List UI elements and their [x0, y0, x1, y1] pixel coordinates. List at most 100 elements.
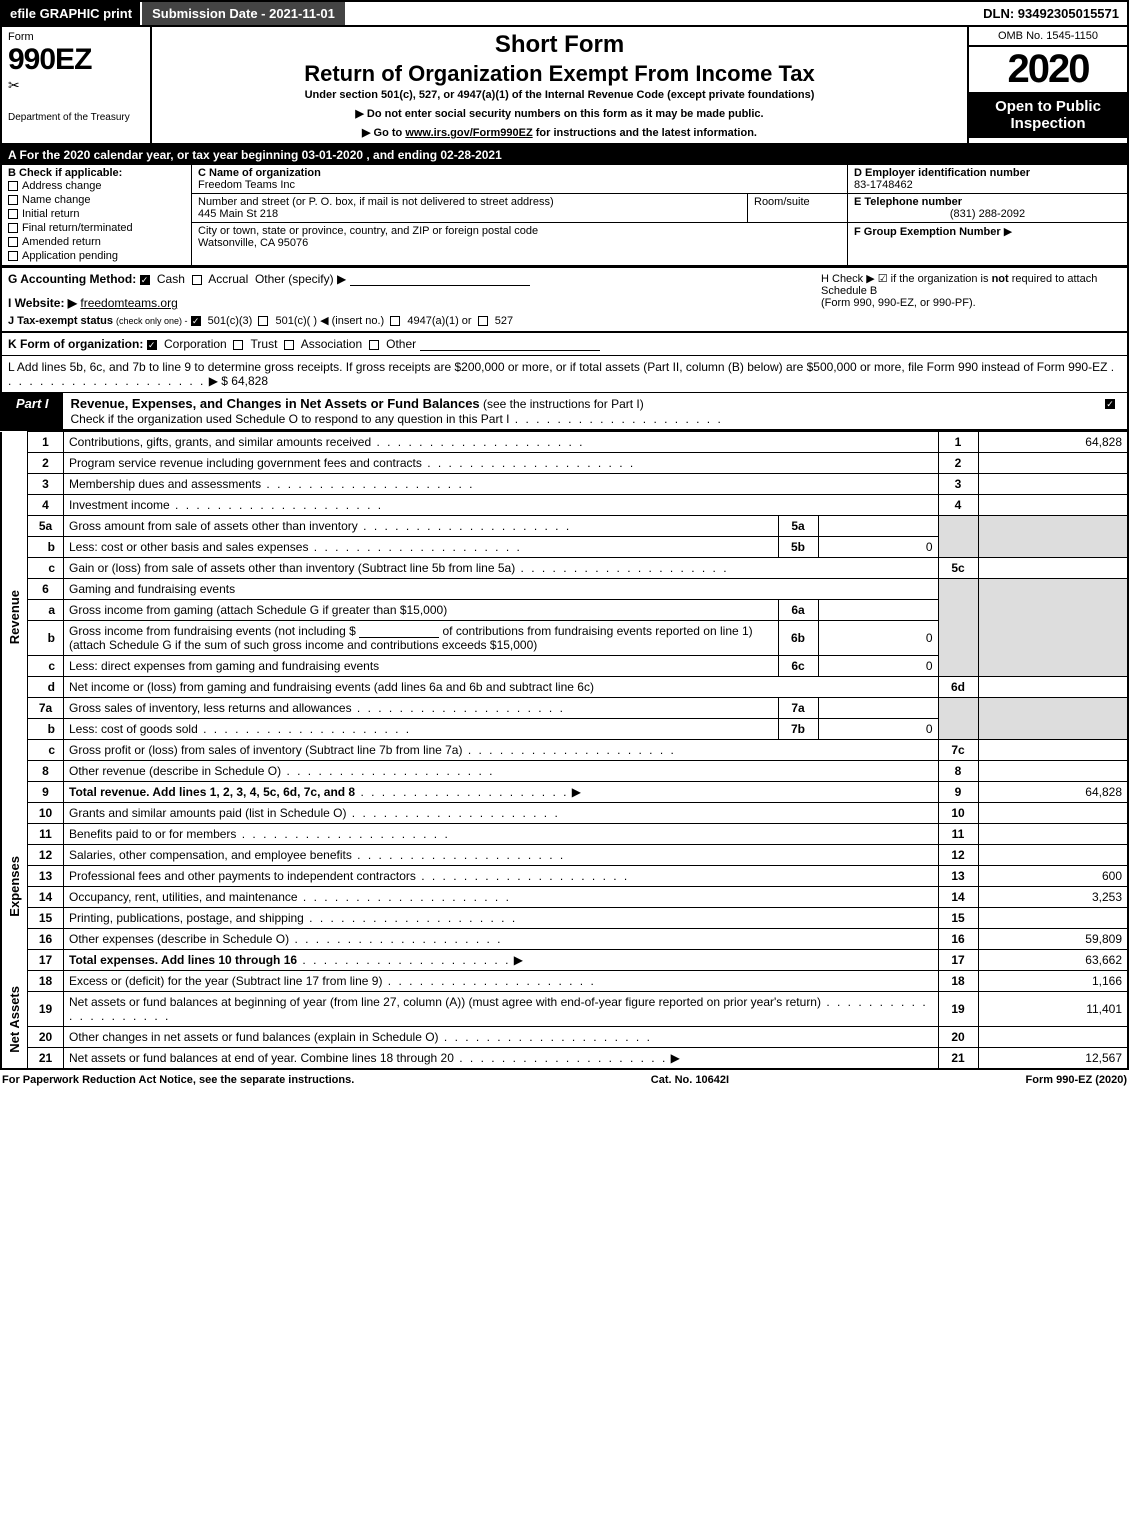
cb-application-pending[interactable]: Application pending: [8, 249, 185, 263]
part1-check-line: Check if the organization used Schedule …: [71, 412, 510, 426]
checkbox-checked-icon[interactable]: ✓: [191, 316, 201, 326]
form-number: 990EZ: [8, 43, 144, 77]
block-g: G Accounting Method: ✓ Cash Accrual Othe…: [8, 272, 821, 327]
part1-tab: Part I: [2, 393, 63, 429]
table-row: 2 Program service revenue including gove…: [1, 453, 1128, 474]
dln: DLN: 93492305015571: [975, 2, 1127, 25]
other-line: [420, 339, 600, 351]
room-cell: Room/suite: [747, 194, 847, 222]
header-right: OMB No. 1545-1150 2020 Open to Public In…: [967, 27, 1127, 143]
street-label: Number and street (or P. O. box, if mail…: [198, 196, 554, 208]
form-subtitle: Under section 501(c), 527, or 4947(a)(1)…: [162, 89, 957, 101]
tax-year: 2020: [969, 47, 1127, 92]
group-label: F Group Exemption Number: [854, 226, 1001, 238]
tax-exempt-label: J Tax-exempt status: [8, 315, 113, 327]
phone-cell: E Telephone number (831) 288-2092: [848, 194, 1127, 223]
checkbox-icon: [8, 195, 18, 205]
block-g-h: G Accounting Method: ✓ Cash Accrual Othe…: [0, 267, 1129, 333]
checkbox-icon[interactable]: [478, 316, 488, 326]
checkbox-checked-icon[interactable]: ✓: [140, 275, 150, 285]
table-row: 4 Investment income 4: [1, 495, 1128, 516]
phone-label: E Telephone number: [854, 196, 962, 208]
instructions-link-line: ▶ Go to www.irs.gov/Form990EZ for instru…: [162, 126, 957, 139]
table-row: Expenses 10 Grants and similar amounts p…: [1, 803, 1128, 824]
city-cell: City or town, state or province, country…: [192, 223, 847, 251]
website-value[interactable]: freedomteams.org: [80, 296, 177, 310]
footer-left: For Paperwork Reduction Act Notice, see …: [2, 1074, 354, 1086]
block-def: D Employer identification number 83-1748…: [847, 165, 1127, 265]
part1-checkbox[interactable]: ✓: [1097, 393, 1127, 429]
table-row: 3 Membership dues and assessments 3: [1, 474, 1128, 495]
footer-center: Cat. No. 10642I: [651, 1074, 729, 1086]
block-b-heading: B Check if applicable:: [8, 167, 185, 179]
table-row: 7a Gross sales of inventory, less return…: [1, 698, 1128, 719]
checkbox-icon: [8, 209, 18, 219]
cb-amended-return[interactable]: Amended return: [8, 235, 185, 249]
expenses-side-label: Expenses: [1, 803, 28, 971]
cb-name-change[interactable]: Name change: [8, 193, 185, 207]
table-row: 9 Total revenue. Add lines 1, 2, 3, 4, 5…: [1, 782, 1128, 803]
table-row: 6 Gaming and fundraising events: [1, 579, 1128, 600]
table-row: 17 Total expenses. Add lines 10 through …: [1, 950, 1128, 971]
block-k-label: K Form of organization:: [8, 337, 143, 351]
org-name-cell: C Name of organization Freedom Teams Inc: [192, 165, 847, 194]
form-header: Form 990EZ ✂ Department of the Treasury …: [0, 27, 1129, 145]
cb-final-return[interactable]: Final return/terminated: [8, 221, 185, 235]
checkbox-checked-icon: ✓: [1105, 399, 1115, 409]
cb-address-change[interactable]: Address change: [8, 179, 185, 193]
cb-initial-return[interactable]: Initial return: [8, 207, 185, 221]
table-row: 8 Other revenue (describe in Schedule O)…: [1, 761, 1128, 782]
street-row: Number and street (or P. O. box, if mail…: [192, 194, 847, 223]
checkbox-checked-icon[interactable]: ✓: [147, 340, 157, 350]
table-row: c Gross profit or (loss) from sales of i…: [1, 740, 1128, 761]
period-text: A For the 2020 calendar year, or tax yea…: [8, 148, 502, 162]
ein-cell: D Employer identification number 83-1748…: [848, 165, 1127, 194]
note2-suffix: for instructions and the latest informat…: [533, 127, 757, 139]
block-l-arrow: ▶ $: [209, 374, 228, 388]
table-row: c Gain or (loss) from sale of assets oth…: [1, 558, 1128, 579]
note2-prefix: ▶ Go to: [362, 127, 405, 139]
phone-value: (831) 288-2092: [854, 208, 1121, 220]
page-footer: For Paperwork Reduction Act Notice, see …: [0, 1070, 1129, 1090]
block-c: C Name of organization Freedom Teams Inc…: [192, 165, 847, 265]
block-l: L Add lines 5b, 6c, and 7b to line 9 to …: [0, 356, 1129, 392]
ein-value: 83-1748462: [854, 179, 913, 191]
identity-block: B Check if applicable: Address change Na…: [0, 165, 1129, 267]
treasury-seal-icon: ✂: [8, 77, 144, 94]
block-h: H Check ▶ ☑ if the organization is not r…: [821, 272, 1121, 327]
street-value: 445 Main St 218: [198, 208, 278, 220]
checkbox-icon[interactable]: [390, 316, 400, 326]
checkbox-icon[interactable]: [258, 316, 268, 326]
omb-number: OMB No. 1545-1150: [969, 27, 1127, 47]
table-row: 19 Net assets or fund balances at beginn…: [1, 992, 1128, 1027]
checkbox-icon[interactable]: [233, 340, 243, 350]
footer-right: Form 990-EZ (2020): [1026, 1074, 1127, 1086]
submission-date: Submission Date - 2021-11-01: [140, 2, 345, 25]
netassets-side-label: Net Assets: [1, 971, 28, 1070]
form-title: Return of Organization Exempt From Incom…: [162, 61, 957, 87]
table-row: 12 Salaries, other compensation, and emp…: [1, 845, 1128, 866]
block-h-text1: H Check ▶ ☑ if the organization is: [821, 273, 992, 285]
table-row: 11 Benefits paid to or for members 11: [1, 824, 1128, 845]
checkbox-icon[interactable]: [192, 275, 202, 285]
checkbox-icon[interactable]: [369, 340, 379, 350]
table-row: 21 Net assets or fund balances at end of…: [1, 1048, 1128, 1070]
checkbox-icon[interactable]: [284, 340, 294, 350]
arrow-icon: ▶: [1004, 226, 1012, 238]
table-row: 13 Professional fees and other payments …: [1, 866, 1128, 887]
city-value: Watsonville, CA 95076: [198, 237, 308, 249]
room-label: Room/suite: [754, 196, 810, 208]
table-row: 16 Other expenses (describe in Schedule …: [1, 929, 1128, 950]
ssn-warning: ▶ Do not enter social security numbers o…: [162, 107, 957, 120]
table-row: Revenue 1 Contributions, gifts, grants, …: [1, 432, 1128, 453]
department-label: Department of the Treasury: [8, 112, 144, 123]
short-form-label: Short Form: [162, 31, 957, 59]
efile-label[interactable]: efile GRAPHIC print: [2, 2, 140, 25]
revenue-side-label: Revenue: [1, 432, 28, 803]
table-row: d Net income or (loss) from gaming and f…: [1, 677, 1128, 698]
irs-instructions-link[interactable]: www.irs.gov/Form990EZ: [405, 127, 532, 139]
city-label: City or town, state or province, country…: [198, 225, 538, 237]
open-to-public: Open to Public Inspection: [969, 92, 1127, 138]
org-name-label: C Name of organization: [198, 167, 321, 179]
checkbox-icon: [8, 223, 18, 233]
